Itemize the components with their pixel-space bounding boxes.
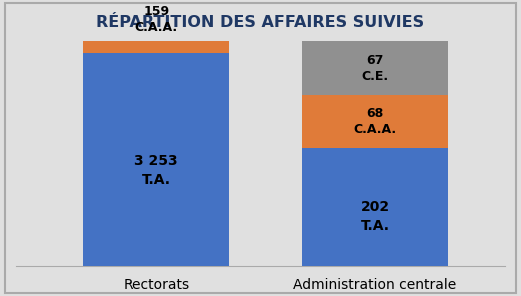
Text: RÉPARTITION DES AFFAIRES SUIVIES: RÉPARTITION DES AFFAIRES SUIVIES [96, 15, 425, 30]
FancyBboxPatch shape [302, 41, 448, 95]
Text: 202
T.A.: 202 T.A. [361, 200, 390, 233]
Text: 159
C.A.A.: 159 C.A.A. [135, 5, 178, 34]
FancyBboxPatch shape [83, 53, 229, 266]
Text: 68
C.A.A.: 68 C.A.A. [354, 107, 396, 136]
FancyBboxPatch shape [302, 148, 448, 266]
Text: 3 253
T.A.: 3 253 T.A. [134, 154, 178, 187]
FancyBboxPatch shape [83, 41, 229, 53]
Text: 67
C.E.: 67 C.E. [362, 54, 389, 83]
Text: Rectorats: Rectorats [123, 278, 189, 292]
Text: Administration centrale: Administration centrale [293, 278, 457, 292]
FancyBboxPatch shape [302, 95, 448, 148]
